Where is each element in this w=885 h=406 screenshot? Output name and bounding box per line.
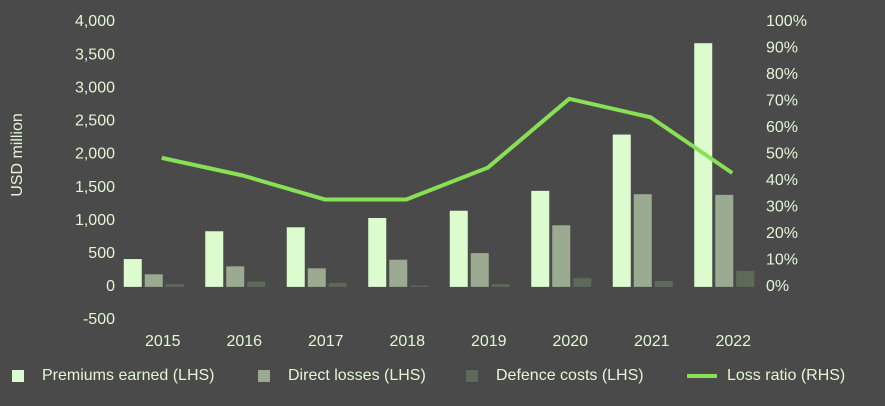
- legend-label: Direct losses (LHS): [288, 367, 426, 384]
- bar: [410, 285, 429, 287]
- y-tick-label: 2,000: [75, 146, 115, 163]
- bar: [654, 280, 673, 287]
- x-tick-label: 2021: [634, 333, 670, 350]
- y-tick-label: 0: [106, 278, 115, 295]
- legend-label: Loss ratio (RHS): [727, 367, 845, 384]
- x-tick-label: 2019: [471, 333, 507, 350]
- legend-label: Premiums earned (LHS): [42, 367, 215, 384]
- y2-tick-label: 30%: [766, 199, 798, 216]
- y-tick-label: 3,000: [75, 79, 115, 96]
- y2-tick-label: 70%: [766, 93, 798, 110]
- y2-tick-label: 10%: [766, 252, 798, 269]
- bar: [389, 259, 408, 287]
- bar: [226, 266, 245, 287]
- x-tick-label: 2020: [552, 333, 588, 350]
- bar: [247, 281, 266, 287]
- bar: [552, 225, 571, 287]
- y2-tick-label: 90%: [766, 40, 798, 57]
- bar: [491, 284, 510, 287]
- y-tick-label: -500: [83, 311, 115, 328]
- y-tick-label: 1,000: [75, 212, 115, 229]
- y-tick-label: 2,500: [75, 113, 115, 130]
- y2-tick-label: 0%: [766, 278, 789, 295]
- x-tick-label: 2015: [145, 333, 181, 350]
- bar: [531, 190, 550, 287]
- legend-label: Defence costs (LHS): [496, 367, 644, 384]
- x-tick-label: 2016: [226, 333, 262, 350]
- bar: [368, 218, 387, 287]
- bar: [633, 194, 652, 287]
- y-tick-label: 4,000: [75, 13, 115, 30]
- y2-tick-label: 50%: [766, 146, 798, 163]
- bar: [144, 274, 163, 287]
- y-axis-title: USD million: [9, 113, 26, 197]
- bar: [715, 194, 734, 287]
- y2-tick-label: 80%: [766, 66, 798, 83]
- bar: [449, 210, 468, 287]
- bar: [736, 270, 755, 287]
- y2-tick-label: 20%: [766, 225, 798, 242]
- bar: [307, 268, 326, 287]
- y-tick-label: 500: [88, 245, 115, 262]
- bar: [286, 227, 305, 287]
- bar: [165, 284, 184, 287]
- legend-swatch: [466, 370, 478, 382]
- bar: [573, 278, 592, 287]
- y2-tick-label: 100%: [766, 13, 807, 30]
- x-tick-label: 2017: [308, 333, 344, 350]
- bar: [470, 253, 489, 287]
- y2-tick-label: 40%: [766, 172, 798, 189]
- legend-swatch: [258, 370, 270, 382]
- bar: [205, 231, 224, 287]
- legend-swatch: [12, 370, 24, 382]
- x-tick-label: 2018: [389, 333, 425, 350]
- x-tick-label: 2022: [715, 333, 751, 350]
- y2-tick-label: 60%: [766, 119, 798, 136]
- bar: [123, 259, 142, 287]
- line: [161, 96, 734, 202]
- y-tick-label: 3,500: [75, 46, 115, 63]
- bar: [328, 282, 347, 287]
- bar: [694, 43, 713, 287]
- bar: [612, 134, 631, 287]
- y-tick-label: 1,500: [75, 179, 115, 196]
